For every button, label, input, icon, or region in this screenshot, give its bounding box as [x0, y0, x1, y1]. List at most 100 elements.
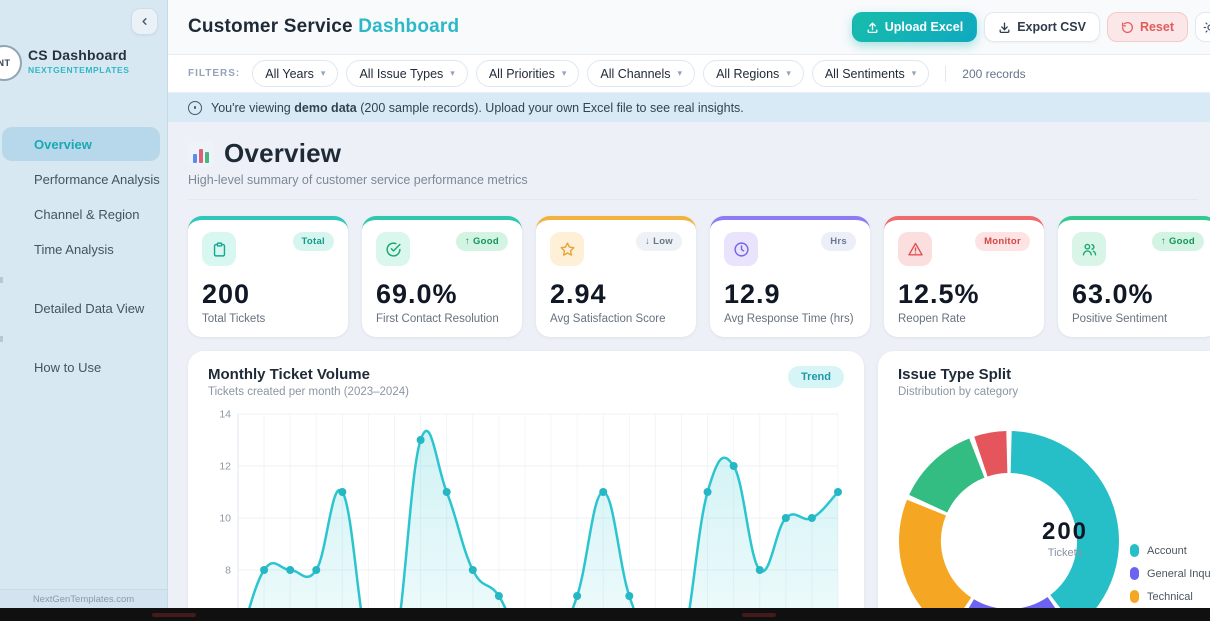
users-icon: [1072, 232, 1106, 266]
theme-toggle-button[interactable]: [1195, 12, 1210, 42]
sidebar-item-how-to-use[interactable]: How to Use: [2, 350, 160, 384]
filter-channels[interactable]: All Channels ▾: [587, 60, 696, 87]
metric-card-first-contact-resolution: ↑ Good 69.0% First Contact Resolution: [362, 216, 522, 337]
metric-value: 69.0%: [376, 279, 458, 309]
filter-issue-types[interactable]: All Issue Types ▾: [346, 60, 468, 87]
chart-subtitle: Tickets created per month (2023–2024): [208, 386, 409, 398]
taskbar-fragment: [152, 613, 196, 617]
brand-logo: NT: [0, 45, 22, 81]
upload-excel-label: Upload Excel: [884, 20, 964, 34]
sidebar-section-gap: [0, 267, 167, 290]
sidebar-collapse-button[interactable]: [131, 8, 158, 35]
filter-label: All Channels: [600, 66, 671, 81]
upload-excel-button[interactable]: Upload Excel: [851, 12, 978, 42]
export-csv-label: Export CSV: [1017, 20, 1086, 34]
chevron-down-icon: ▾: [677, 68, 683, 78]
brand: NT CS Dashboard NEXTGENTEMPLATES: [0, 45, 167, 81]
reset-button[interactable]: Reset: [1106, 12, 1188, 42]
chevron-left-icon: [142, 18, 147, 25]
sidebar-footer: NextGenTemplates.com: [0, 589, 167, 608]
chevron-down-icon: ▾: [786, 68, 791, 78]
taskbar-fragment: [742, 613, 776, 617]
metric-value: 12.9: [724, 279, 781, 309]
metric-label: First Contact Resolution: [376, 313, 499, 325]
clipboard-icon: [202, 232, 236, 266]
sidebar-item-detailed-data-view[interactable]: Detailed Data View: [2, 291, 160, 325]
sidebar-item-label: Overview: [34, 136, 92, 152]
legend-item: General Inquiry: [1130, 567, 1210, 580]
bottom-taskbar-edge: [0, 608, 1210, 621]
legend-swatch: [1130, 544, 1139, 557]
download-icon: [999, 22, 1010, 33]
filter-sentiments[interactable]: All Sentiments ▾: [811, 60, 930, 87]
sidebar-item-overview[interactable]: Overview: [2, 127, 160, 161]
metric-card-reopen-rate: Monitor 12.5% Reopen Rate: [884, 216, 1044, 337]
export-csv-button[interactable]: Export CSV: [984, 12, 1100, 42]
star-icon: [550, 232, 584, 266]
bar-chart-icon: [188, 140, 214, 167]
metric-card-positive-sentiment: ↑ Good 63.0% Positive Sentiment: [1058, 216, 1210, 337]
metric-value: 12.5%: [898, 279, 980, 309]
metric-label: Positive Sentiment: [1072, 313, 1168, 325]
sidebar-item-channel-region[interactable]: Channel & Region: [2, 197, 160, 231]
sidebar-item-label: Performance Analysis: [34, 171, 160, 187]
demo-data-banner: You're viewing demo data (200 sample rec…: [168, 93, 1210, 122]
reset-icon: [1121, 21, 1133, 33]
metric-card-avg-response-time: Hrs 12.9 Avg Response Time (hrs): [710, 216, 870, 337]
reset-label: Reset: [1139, 20, 1174, 34]
metric-label: Total Tickets: [202, 313, 266, 325]
records-count: 200 records: [962, 66, 1026, 81]
svg-text:8: 8: [225, 565, 231, 577]
chart-subtitle: Distribution by category: [898, 386, 1019, 398]
sidebar-item-label: Time Analysis: [34, 241, 114, 257]
brand-title: CS Dashboard: [28, 47, 127, 63]
chevron-down-icon: ▾: [450, 68, 455, 78]
section-subtitle: High-level summary of customer service p…: [188, 173, 528, 187]
sidebar: NT CS Dashboard NEXTGENTEMPLATES Overvie…: [0, 0, 168, 608]
status-badge: Monitor: [975, 232, 1030, 251]
status-badge: ↑ Good: [1152, 232, 1204, 251]
chevron-down-icon: ▾: [561, 68, 567, 78]
filter-priorities[interactable]: All Priorities ▾: [475, 60, 580, 87]
chart-title: Issue Type Split: [898, 366, 1012, 383]
banner-text: You're viewing demo data (200 sample rec…: [211, 100, 744, 115]
main-content: Overview High-level summary of customer …: [168, 122, 1210, 621]
chart-title: Monthly Ticket Volume: [208, 366, 370, 383]
brand-logo-initials: NT: [0, 58, 11, 68]
svg-text:10: 10: [219, 513, 231, 525]
check-circle-icon: [376, 232, 410, 266]
metric-value: 200: [202, 279, 251, 309]
legend-item: Account: [1130, 544, 1210, 557]
status-badge: Total: [292, 232, 334, 251]
filter-regions[interactable]: All Regions ▾: [703, 60, 804, 87]
legend-swatch: [1130, 567, 1139, 580]
metric-card-avg-satisfaction: ↓ Low 2.94 Avg Satisfaction Score: [536, 216, 696, 337]
filter-label: All Years: [265, 66, 314, 81]
brand-subtitle: NEXTGENTEMPLATES: [28, 65, 130, 75]
monthly-ticket-volume-card: Monthly Ticket Volume Tickets created pe…: [188, 351, 864, 621]
sidebar-item-label: Channel & Region: [34, 206, 140, 222]
chevron-down-icon: ▾: [320, 68, 326, 78]
page-title-accent: Dashboard: [358, 16, 460, 37]
info-icon: [188, 100, 202, 115]
donut-chart-svg: [899, 431, 1119, 621]
sidebar-item-performance-analysis[interactable]: Performance Analysis: [2, 162, 160, 196]
header-actions: Upload Excel Export CSV Reset: [851, 12, 1210, 42]
divider: [945, 65, 947, 82]
filter-years[interactable]: All Years ▾: [252, 60, 339, 87]
page-title-primary: Customer Service: [188, 16, 353, 37]
app-header: Customer Service Dashboard Upload Excel …: [168, 0, 1210, 55]
metric-label: Avg Satisfaction Score: [550, 313, 666, 325]
status-badge: Hrs: [821, 232, 856, 251]
warning-icon: [898, 232, 932, 266]
filters-bar: FILTERS: All Years ▾ All Issue Types ▾ All…: [168, 55, 1210, 93]
line-chart-svg: 468101214: [219, 409, 842, 621]
sidebar-item-time-analysis[interactable]: Time Analysis: [2, 232, 160, 266]
legend-item: Technical: [1130, 590, 1210, 603]
metric-label: Avg Response Time (hrs): [724, 313, 854, 325]
svg-text:12: 12: [219, 461, 231, 473]
filter-label: All Issue Types: [359, 66, 444, 81]
filter-label: All Priorities: [488, 66, 555, 81]
filters-label: FILTERS:: [188, 68, 241, 79]
line-chart: 468101214: [208, 406, 844, 621]
